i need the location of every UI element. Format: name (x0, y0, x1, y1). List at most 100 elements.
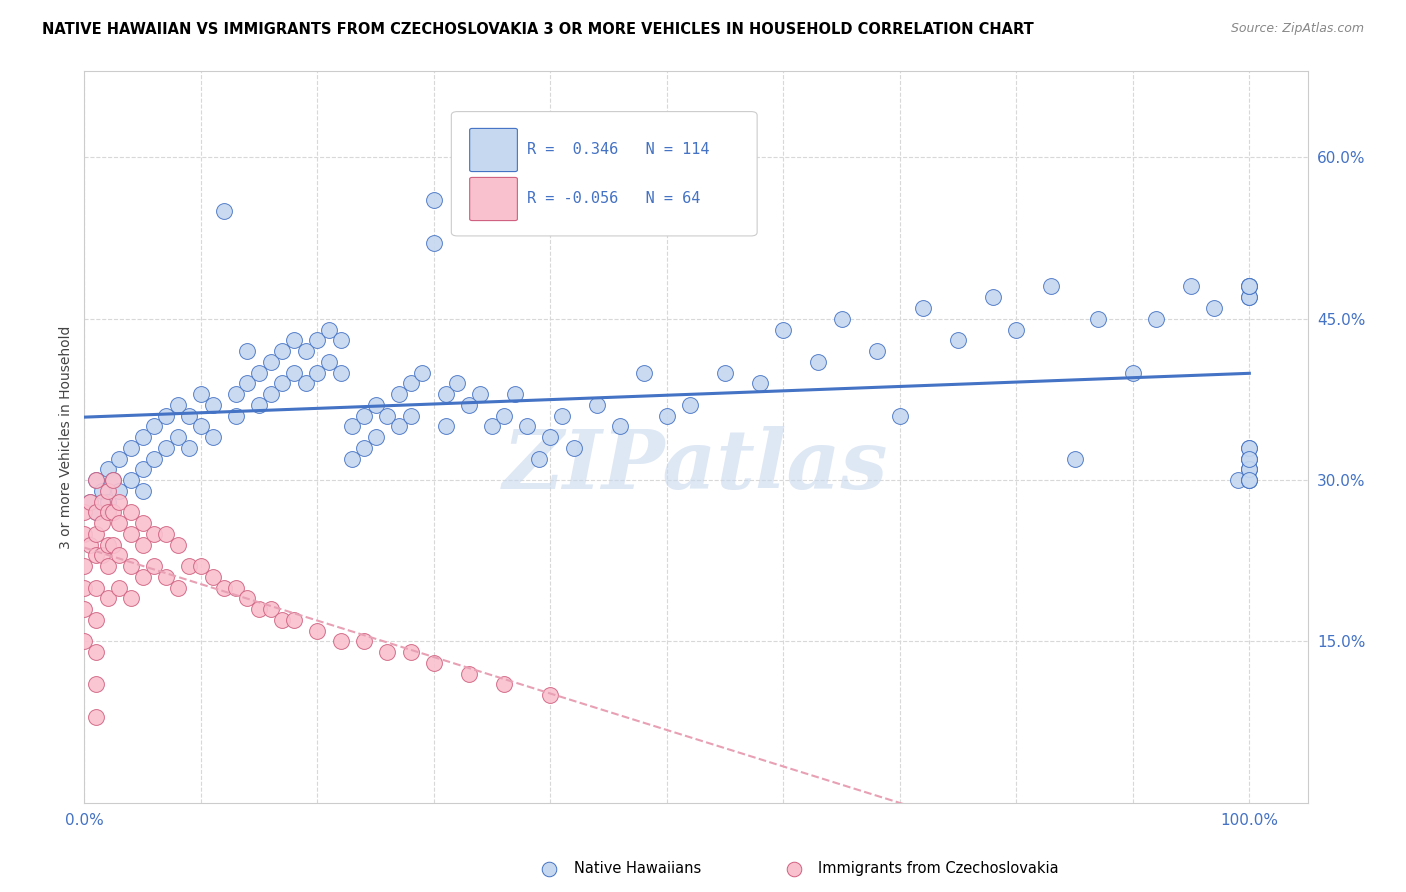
Point (375, 409, 398, 423)
Point (307, 366, 329, 380)
Point (79, 538, 101, 552)
Text: ZIPatlas: ZIPatlas (503, 426, 889, 507)
Point (260, 602, 283, 616)
Point (912, 301, 935, 315)
Point (225, 387, 247, 401)
Point (1239, 451, 1261, 466)
Point (527, 451, 550, 466)
Point (538, 688, 561, 702)
Point (79, 494, 101, 508)
Point (1239, 279, 1261, 293)
Point (97, 591, 120, 606)
Point (831, 311, 853, 326)
Point (633, 366, 655, 380)
Point (97, 483, 120, 498)
Point (283, 333, 305, 347)
Point (143, 559, 166, 574)
Point (120, 559, 142, 574)
Point (538, 430, 561, 444)
Point (353, 409, 375, 423)
Point (179, 559, 201, 574)
Point (236, 376, 259, 391)
Point (714, 366, 737, 380)
Point (364, 430, 387, 444)
Point (84, 527, 107, 541)
Point (84, 581, 107, 595)
Point (73, 559, 96, 574)
Text: NATIVE HAWAIIAN VS IMMIGRANTS FROM CZECHOSLOVAKIA 3 OR MORE VEHICLES IN HOUSEHOL: NATIVE HAWAIIAN VS IMMIGRANTS FROM CZECH… (42, 22, 1033, 37)
Point (283, 366, 305, 380)
Point (342, 451, 364, 466)
Point (679, 398, 702, 412)
Point (166, 430, 188, 444)
Point (103, 473, 125, 487)
Point (329, 333, 352, 347)
Point (97, 559, 120, 574)
Point (97, 505, 120, 519)
Point (166, 398, 188, 412)
Point (399, 409, 422, 423)
Point (120, 473, 142, 487)
Point (236, 344, 259, 359)
Text: Immigrants from Czechoslovakia: Immigrants from Czechoslovakia (818, 861, 1059, 876)
Point (247, 366, 270, 380)
Point (981, 290, 1004, 304)
Point (375, 645, 398, 659)
Point (84, 613, 107, 627)
Point (283, 613, 305, 627)
FancyBboxPatch shape (470, 178, 517, 220)
Point (103, 473, 125, 487)
Point (73, 602, 96, 616)
Point (457, 398, 479, 412)
Point (84, 505, 107, 519)
Point (655, 409, 678, 423)
Point (946, 333, 969, 347)
Point (155, 441, 177, 455)
Point (318, 355, 340, 369)
Point (271, 376, 294, 391)
Point (179, 409, 201, 423)
Point (236, 591, 259, 606)
Point (294, 376, 316, 391)
Point (1063, 451, 1085, 466)
Point (179, 441, 201, 455)
Point (446, 376, 468, 391)
Point (364, 398, 387, 412)
FancyBboxPatch shape (451, 112, 758, 235)
Point (1005, 322, 1028, 336)
Point (84, 549, 107, 563)
Point (609, 419, 631, 434)
Point (1239, 473, 1261, 487)
Point (1239, 451, 1261, 466)
Point (155, 527, 177, 541)
Point (212, 204, 235, 219)
Point (190, 419, 212, 434)
Point (307, 624, 329, 638)
Point (457, 666, 479, 681)
Point (97, 538, 120, 552)
Point (225, 409, 247, 423)
Point (1239, 290, 1261, 304)
Point (294, 344, 316, 359)
Point (423, 236, 446, 251)
Point (143, 527, 166, 541)
Point (190, 387, 212, 401)
Point (399, 645, 422, 659)
Point (73, 634, 96, 648)
Point (271, 344, 294, 359)
Point (108, 516, 131, 530)
Point (103, 538, 125, 552)
Point (749, 376, 772, 391)
Point (201, 570, 224, 584)
Point (329, 634, 352, 648)
Point (201, 398, 224, 412)
Point (97, 462, 120, 476)
Text: Source: ZipAtlas.com: Source: ZipAtlas.com (1230, 22, 1364, 36)
Point (889, 409, 911, 423)
Point (131, 570, 153, 584)
FancyBboxPatch shape (470, 128, 517, 171)
Point (73, 581, 96, 595)
Point (1239, 462, 1261, 476)
Point (434, 387, 457, 401)
Point (1144, 311, 1167, 326)
